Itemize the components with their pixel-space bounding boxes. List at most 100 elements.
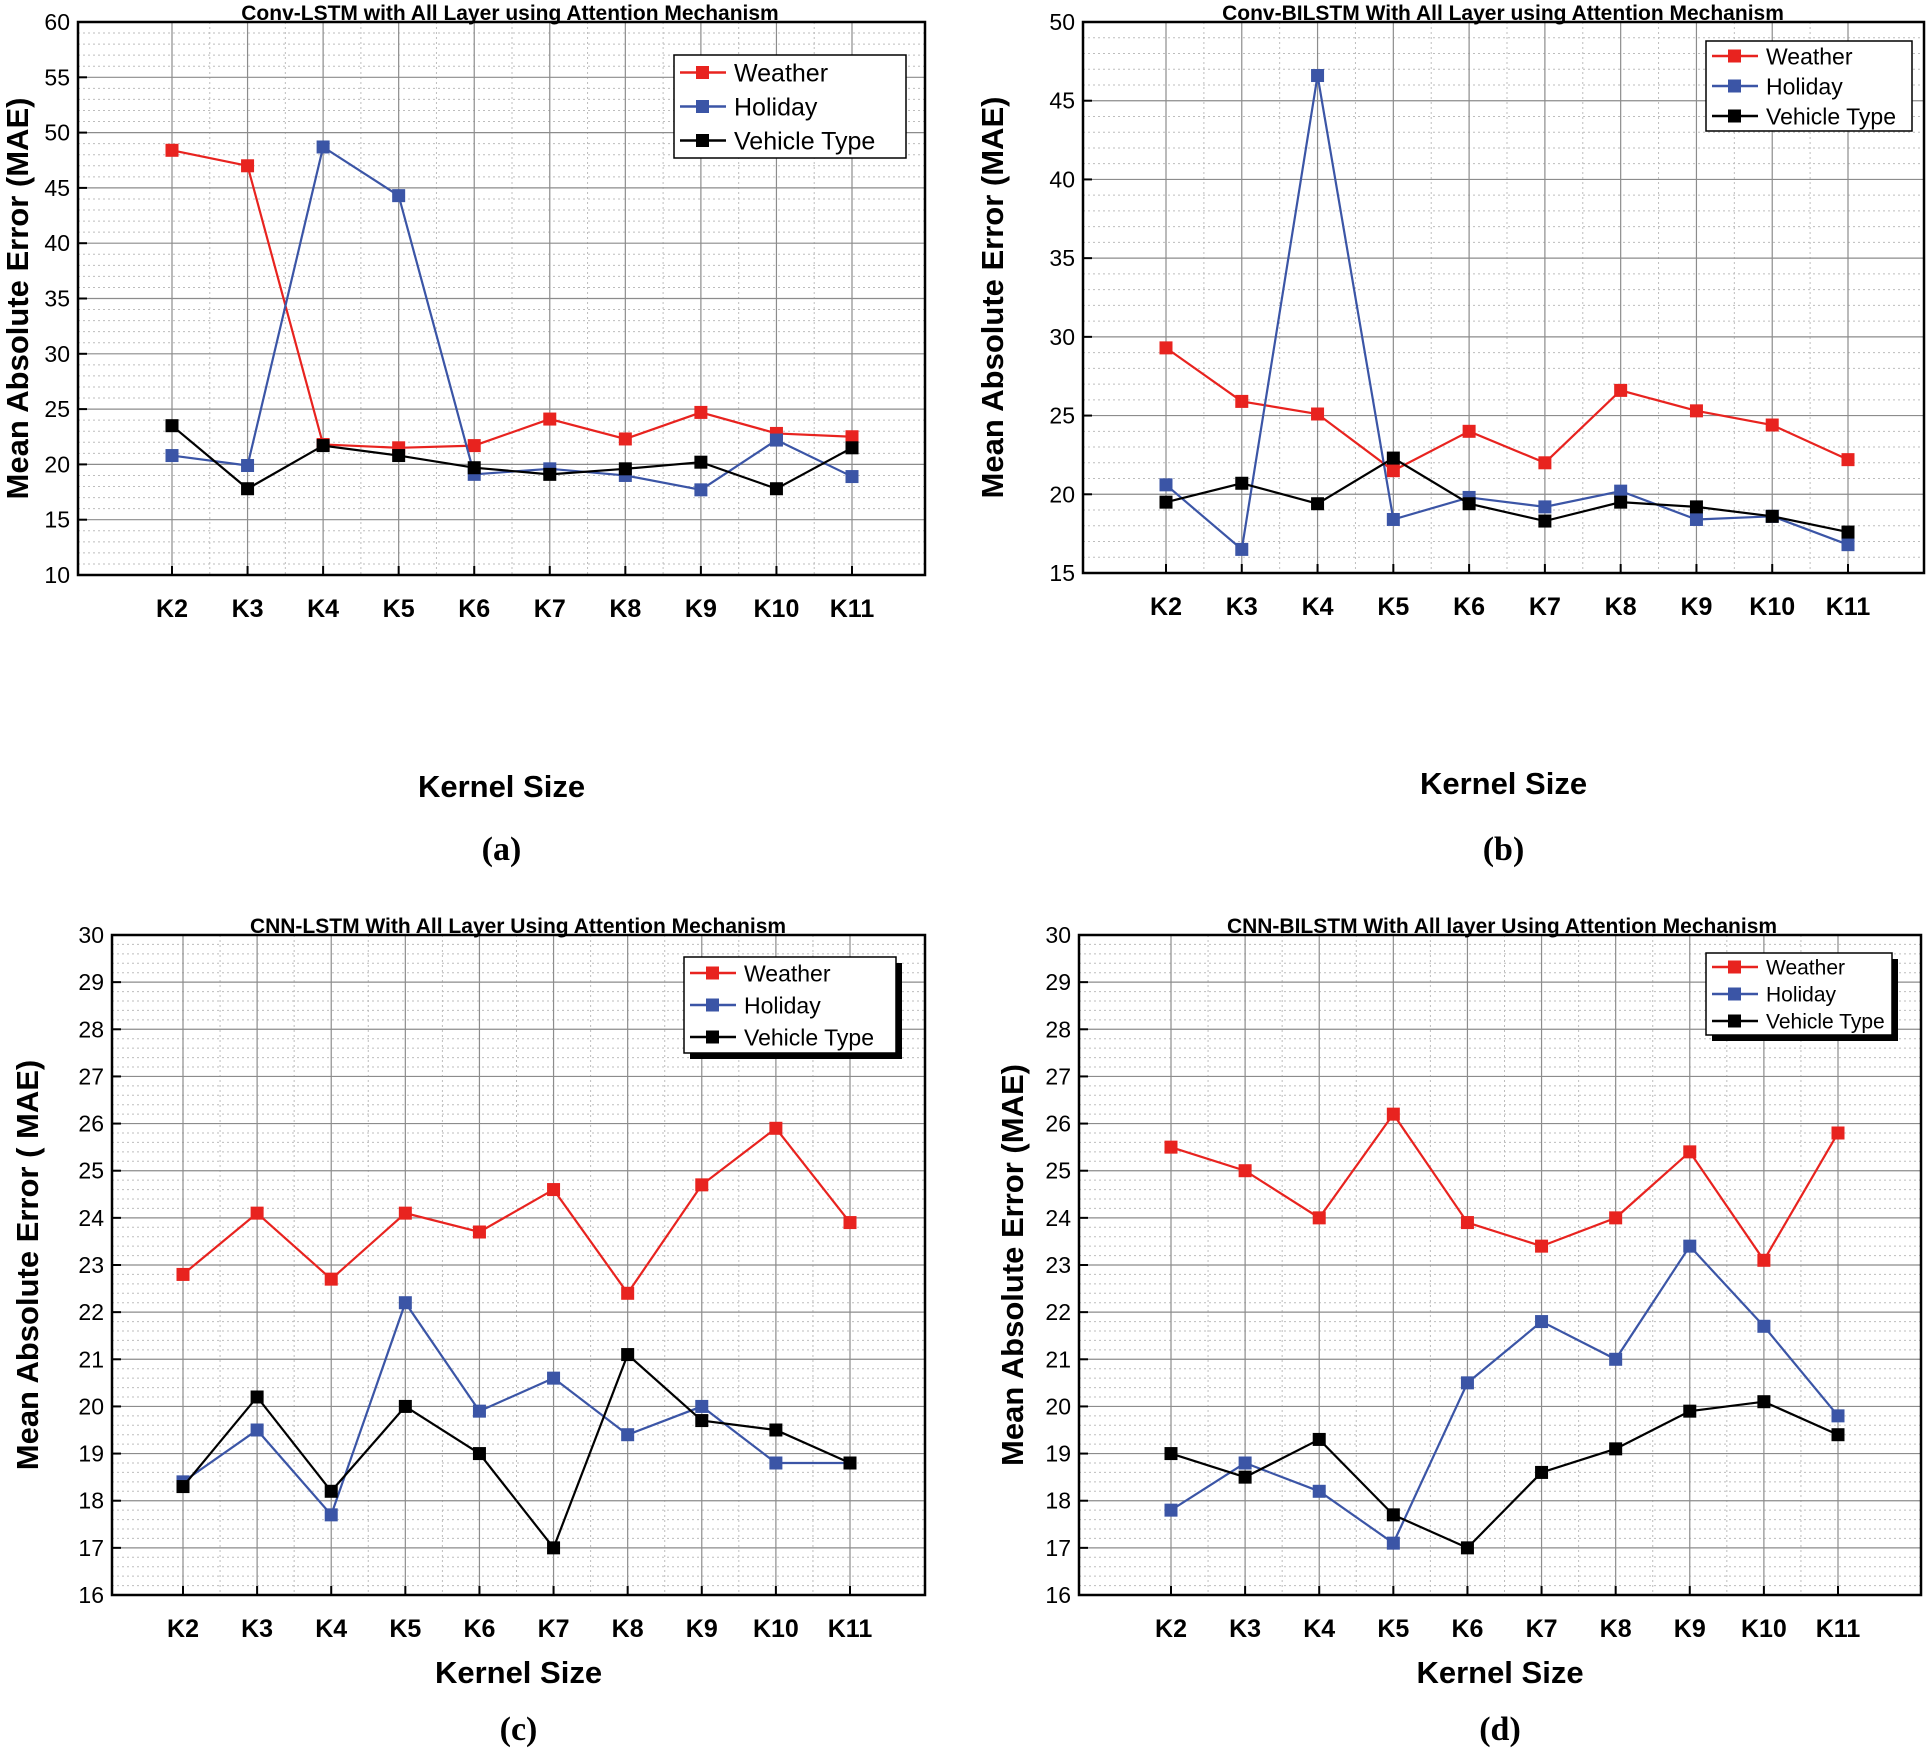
legend-entry: Vehicle Type <box>1766 1011 1885 1034</box>
x-tick-label: K7 <box>534 595 566 623</box>
legend-marker <box>1728 1014 1741 1028</box>
x-tick-label: K4 <box>307 595 339 623</box>
x-tick-label: K8 <box>1600 1615 1632 1643</box>
series-line-vehicle-type <box>171 424 853 491</box>
data-point <box>769 1121 783 1135</box>
y-tick-label: 29 <box>78 969 104 995</box>
x-tick-label: K11 <box>830 595 875 623</box>
panel-label: (d) <box>1479 1711 1521 1748</box>
chart-panel-2: 15 20 25 30 35 40 45 50 K2 K3 K4 K5 K6 K7 K8 K9 K10 K11 Co… <box>975 2 1926 868</box>
data-point <box>316 140 330 154</box>
x-tick-label: K5 <box>389 1615 421 1643</box>
data-point <box>241 482 255 496</box>
data-point <box>769 1456 783 1470</box>
x-tick-label: K6 <box>1451 1615 1483 1643</box>
y-tick-label: 21 <box>78 1346 104 1372</box>
y-tick-label: 22 <box>78 1299 104 1325</box>
x-tick-label: K4 <box>315 1615 347 1643</box>
data-point <box>241 459 255 473</box>
data-point <box>1689 404 1703 418</box>
data-point <box>1235 394 1249 408</box>
x-tick-label: K7 <box>1526 1615 1558 1643</box>
data-point <box>1462 497 1476 511</box>
data-point <box>1765 418 1779 432</box>
data-point <box>1609 1211 1623 1225</box>
data-point <box>1689 500 1703 514</box>
data-point <box>1609 1442 1623 1456</box>
x-tick-label: K9 <box>1674 1615 1706 1643</box>
y-tick-label: 29 <box>1045 969 1071 995</box>
x-tick-label: K3 <box>1226 593 1258 621</box>
data-point <box>543 412 557 426</box>
y-tick-label: 28 <box>78 1016 104 1042</box>
data-point <box>1238 1456 1252 1470</box>
data-point <box>618 462 632 476</box>
x-tick-label: K2 <box>1155 1615 1187 1643</box>
panel-label: (c) <box>500 1711 538 1748</box>
x-tick-label: K10 <box>1749 593 1795 621</box>
x-axis-label: Kernel Size <box>1416 1655 1583 1690</box>
legend: Weather Holiday Vehicle Type <box>683 956 902 1059</box>
legend-marker <box>706 966 719 980</box>
legend-entry: Vehicle Type <box>744 1024 874 1050</box>
y-tick-label: 24 <box>78 1205 104 1231</box>
y-tick-label: 30 <box>78 922 104 948</box>
y-tick-label: 16 <box>78 1582 104 1608</box>
data-point <box>1386 512 1400 526</box>
data-point <box>769 482 783 496</box>
x-tick-label: K8 <box>1605 593 1637 621</box>
data-point <box>176 1267 190 1281</box>
legend-marker <box>696 134 709 147</box>
panel-label: (a) <box>482 831 522 868</box>
data-point <box>1311 69 1325 83</box>
data-point <box>1683 1145 1697 1159</box>
y-tick-label: 45 <box>1049 88 1075 114</box>
y-tick-label: 18 <box>78 1488 104 1514</box>
x-tick-label: K6 <box>463 1615 495 1643</box>
data-point <box>392 449 406 463</box>
data-point <box>1841 525 1855 539</box>
data-point <box>695 1399 709 1413</box>
chart-panel-3: 16 17 18 19 20 21 22 23 24 25 26 27 28 29 30 K2 K3 K4 K5 K6… <box>10 915 927 1748</box>
data-point <box>1164 1503 1178 1517</box>
series-line-holiday <box>182 1300 850 1518</box>
data-point <box>1386 464 1400 478</box>
data-point <box>1238 1164 1252 1178</box>
y-tick-label: 18 <box>1045 1488 1071 1514</box>
series-line-vehicle-type <box>182 1352 851 1551</box>
data-point <box>324 1508 338 1522</box>
x-tick-label: K7 <box>1529 593 1561 621</box>
legend-marker <box>696 100 709 113</box>
data-point <box>250 1206 264 1220</box>
x-tick-label: K8 <box>609 595 641 623</box>
x-tick-label: K10 <box>753 1615 799 1643</box>
data-point <box>250 1423 264 1437</box>
data-point <box>165 449 179 463</box>
data-point <box>769 433 783 447</box>
legend-entry: Holiday <box>1766 73 1843 99</box>
series-line-vehicle-type <box>1170 1400 1839 1550</box>
data-point <box>1460 1376 1474 1390</box>
data-point <box>1159 478 1173 492</box>
y-axis-label: Mean Absolute Error (MAE) <box>995 1064 1030 1466</box>
panel-label: (b) <box>1483 831 1525 868</box>
data-point <box>1164 1140 1178 1154</box>
x-tick-label: K5 <box>1377 593 1409 621</box>
data-point <box>1538 514 1552 528</box>
x-axis-label: Kernel Size <box>1420 766 1587 801</box>
y-tick-label: 23 <box>1045 1252 1071 1278</box>
data-point <box>694 455 708 469</box>
x-tick-label: K11 <box>1816 1615 1861 1643</box>
data-point <box>1462 424 1476 438</box>
legend-marker <box>1728 49 1741 63</box>
y-tick-label: 15 <box>44 507 70 533</box>
data-point <box>472 1225 486 1239</box>
y-tick-label: 20 <box>78 1393 104 1419</box>
y-tick-label: 21 <box>1045 1346 1071 1372</box>
x-tick-label: K7 <box>538 1615 570 1643</box>
legend-marker <box>706 1030 719 1044</box>
data-point <box>547 1541 561 1555</box>
x-tick-label: K9 <box>1680 593 1712 621</box>
data-point <box>1386 1536 1400 1550</box>
data-point <box>1757 1319 1771 1333</box>
